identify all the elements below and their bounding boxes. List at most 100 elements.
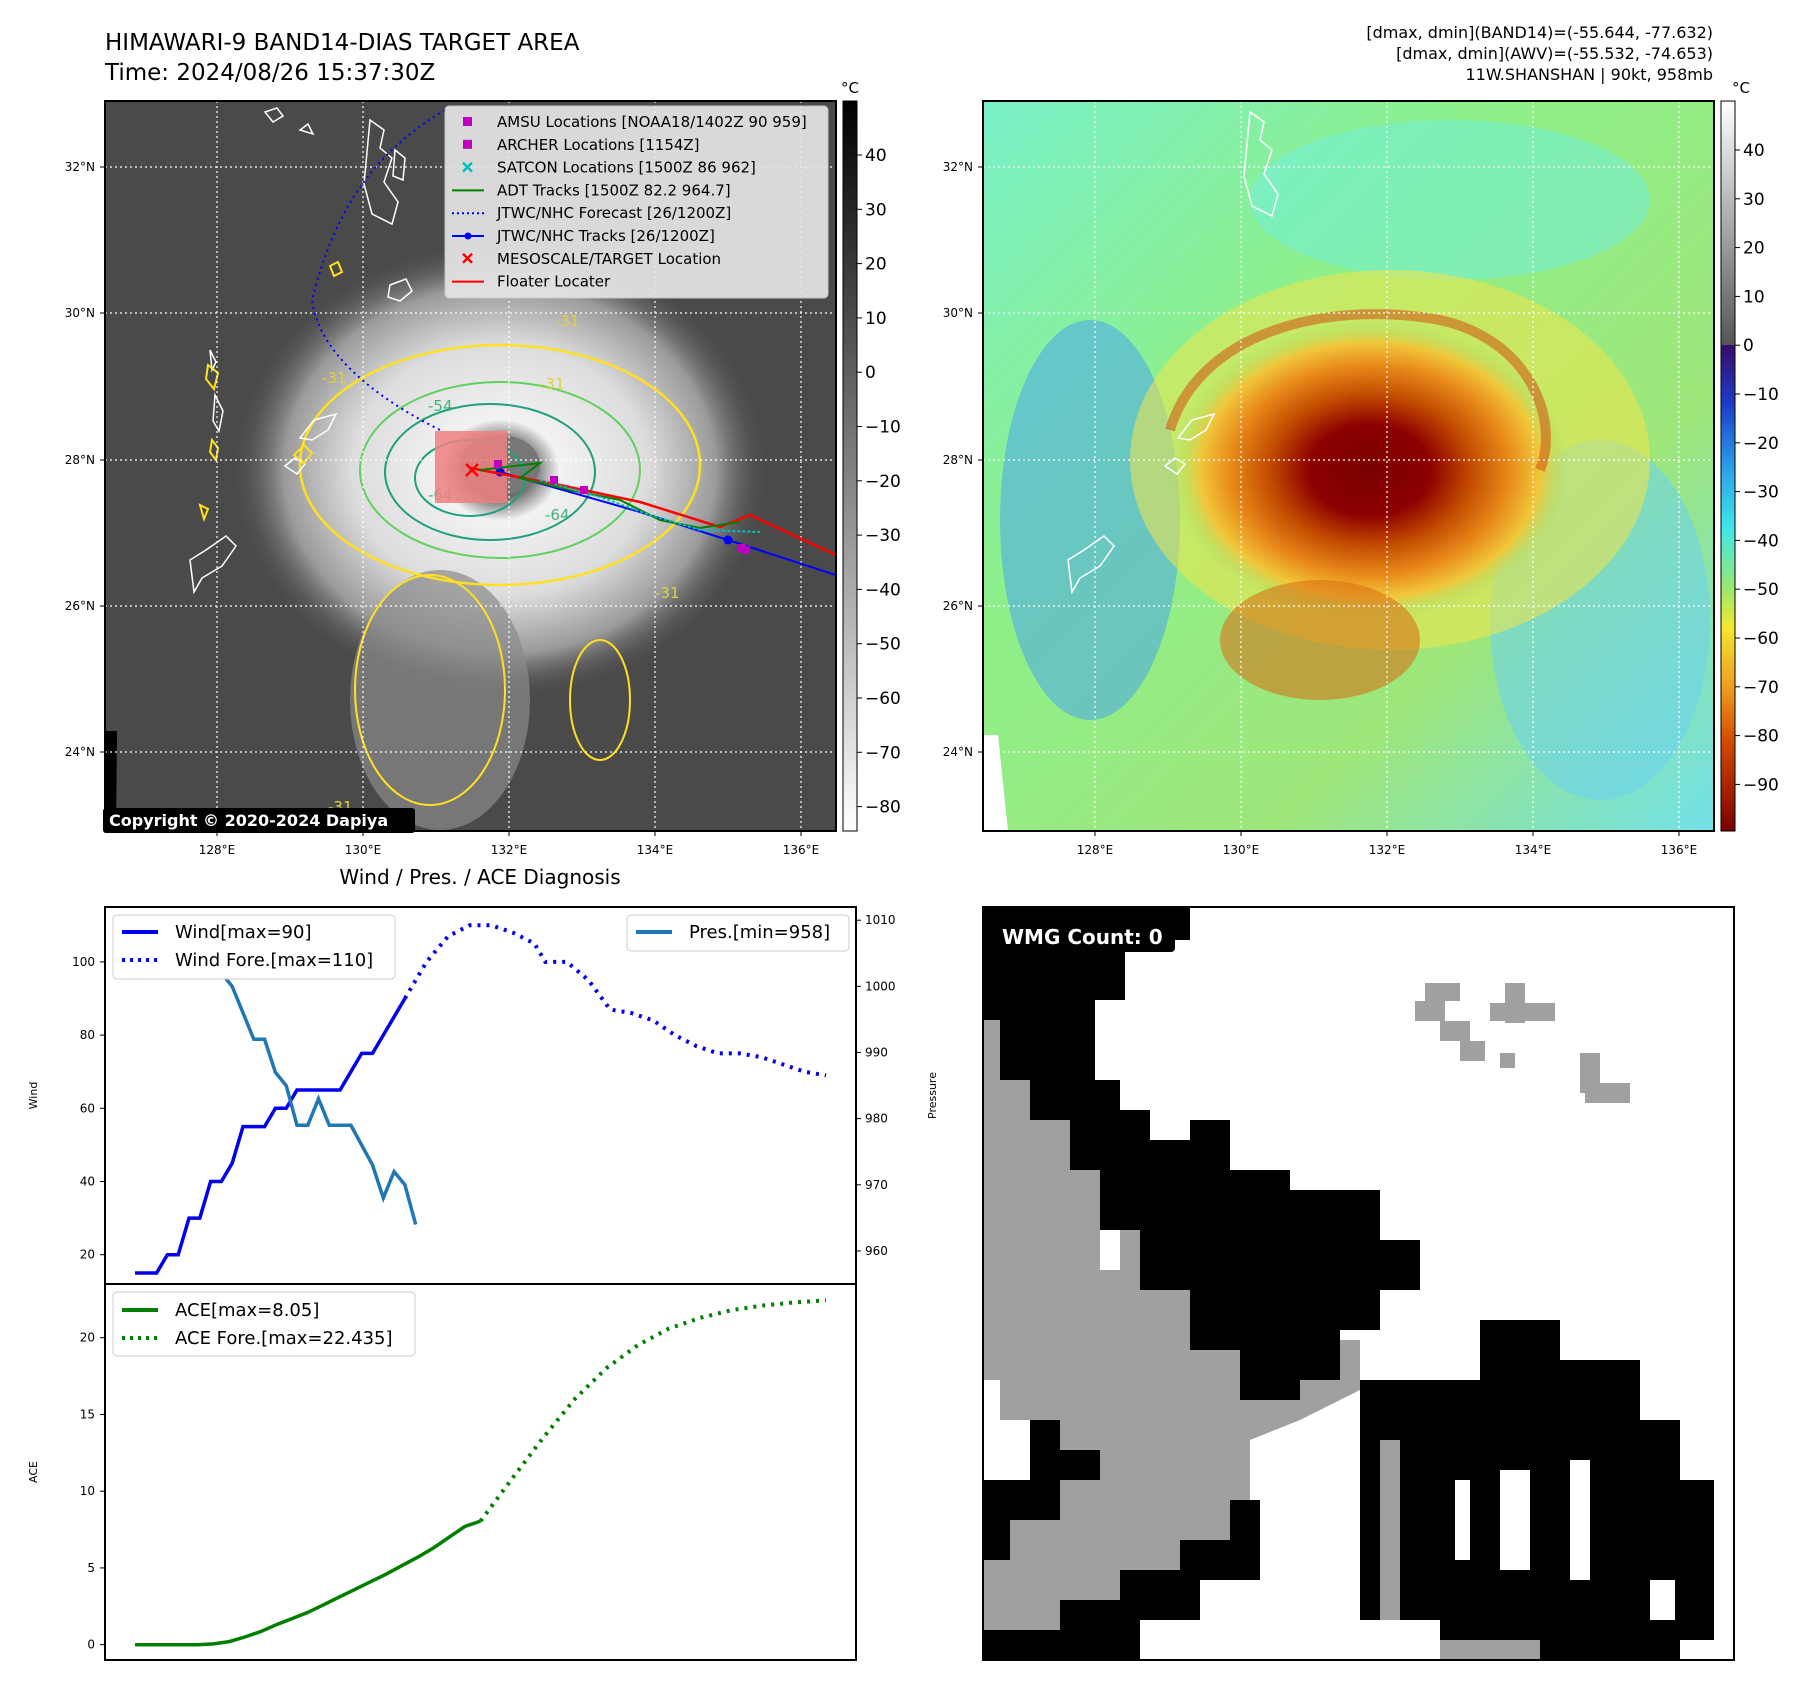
contour-label: -31 <box>540 375 565 393</box>
amsu-archer-markers <box>494 460 750 554</box>
legend-label: Pres.[min=958] <box>689 922 830 943</box>
awv-colorbar-bottom <box>1721 345 1735 831</box>
legend-entry: SATCON Locations [1500Z 86 962] <box>462 159 756 177</box>
y-tick-label: 0 <box>87 1638 95 1652</box>
wmg-panel: WMG Count: 0 <box>982 906 1735 1661</box>
legend-entry: ADT Tracks [1500Z 82.2 964.7] <box>452 181 731 199</box>
y-axis-label: Wind <box>27 1082 40 1110</box>
legend-label: ACE Fore.[max=22.435] <box>175 1328 393 1349</box>
colorbar-tick-label: −80 <box>865 798 901 818</box>
legend-label: Floater Locater <box>497 273 611 291</box>
legend-entry: MESOSCALE/TARGET Location <box>462 250 721 268</box>
y-tick-label: 100 <box>72 955 95 969</box>
series-line-1 <box>478 1298 827 1523</box>
legend-label: JTWC/NHC Forecast [26/1200Z] <box>496 204 731 222</box>
legend-label: MESOSCALE/TARGET Location <box>497 250 721 268</box>
y-tick-label: 10 <box>80 1484 95 1498</box>
awv-storm-core <box>1170 320 1570 620</box>
awv-colorbar-top <box>1721 101 1735 345</box>
contour-label: -54 <box>428 397 453 415</box>
awv-gridlines <box>983 101 1714 831</box>
colorbar-tick-label: 0 <box>865 363 876 383</box>
legend-entry: JTWC/NHC Tracks [26/1200Z] <box>452 227 715 245</box>
colorbar-tick-label: 0 <box>1743 336 1754 356</box>
lon-tick-label: 130°E <box>345 843 382 857</box>
colorbar-tick-label: 30 <box>1743 190 1765 210</box>
wmg-gray-regions <box>983 983 1630 1660</box>
ir-nodata-wedge <box>105 731 117 831</box>
wmg-black-regions <box>983 907 1714 1660</box>
colorbar-tick-label: −40 <box>865 580 901 600</box>
lon-tick-label: 134°E <box>1515 843 1552 857</box>
y-tick-label: 40 <box>80 1175 95 1189</box>
title-line-2: Time: 2024/08/26 15:37:30Z <box>104 60 435 86</box>
wmg-frame <box>982 906 1735 1661</box>
y-tick-label: 20 <box>80 1248 95 1262</box>
colorbar-tick-label: 10 <box>865 309 887 329</box>
legend-label: AMSU Locations [NOAA18/1402Z 90 959] <box>497 113 807 131</box>
ir-legend: AMSU Locations [NOAA18/1402Z 90 959] ARCH… <box>444 105 829 299</box>
ace-legend: ACE[max=8.05] ACE Fore.[max=22.435] <box>112 1291 416 1357</box>
lon-tick-label: 128°E <box>199 843 236 857</box>
colorbar-tick-label: 40 <box>865 146 887 166</box>
lon-tick-label: 130°E <box>1223 843 1260 857</box>
legend-x-marker <box>462 161 473 173</box>
lat-tick-label: 32°N <box>943 160 973 174</box>
colorbar-tick-label: 20 <box>865 255 887 275</box>
ir-contour-54 <box>359 381 641 559</box>
legend-label: JTWC/NHC Tracks [26/1200Z] <box>496 227 715 245</box>
lat-tick-label: 32°N <box>65 160 95 174</box>
legend-entry: ARCHER Locations [1154Z] <box>463 136 700 154</box>
lat-tick-label: 24°N <box>65 745 95 759</box>
y-tick-label: 60 <box>80 1101 95 1115</box>
y-right-tick-label: 980 <box>865 1112 888 1126</box>
legend-entry: AMSU Locations [NOAA18/1402Z 90 959] <box>463 113 807 131</box>
legend-x-marker <box>462 252 473 264</box>
ir-contour-south <box>354 574 506 806</box>
legend-label: ADT Tracks [1500Z 82.2 964.7] <box>497 181 731 199</box>
ir-map-panel: -31 -31 -54 -64 -64 -31 -31 -31 <box>65 79 901 857</box>
colorbar-tick-label: −60 <box>865 689 901 709</box>
copyright-box <box>103 808 415 833</box>
lon-tick-label: 136°E <box>783 843 820 857</box>
contour-label: -31 <box>555 312 580 330</box>
colorbar-tick-label: −50 <box>1743 580 1779 600</box>
info-line-2: [dmax, dmin](AWV)=(-55.532, -74.653) <box>1396 44 1713 63</box>
wmg-count-box <box>995 920 1175 952</box>
ir-map-frame <box>104 100 837 832</box>
legend-square-marker <box>463 139 472 149</box>
ir-contour-64 <box>384 403 596 541</box>
colorbar-tick-label: 20 <box>1743 239 1765 259</box>
ir-coastline <box>189 107 413 595</box>
colorbar-tick-label: −50 <box>865 635 901 655</box>
awv-colorbar-unit: °C <box>1732 79 1750 97</box>
colorbar-tick-label: −90 <box>1743 775 1779 795</box>
ir-contour-east <box>569 639 631 761</box>
awv-spiral-band <box>1165 309 1551 472</box>
y-tick-label: 80 <box>80 1028 95 1042</box>
legend-entry: Floater Locater <box>452 273 611 291</box>
y-axis-label: ACE <box>27 1461 40 1483</box>
legend-label: Wind[max=90] <box>175 922 312 943</box>
series-line-0 <box>135 1519 482 1647</box>
legend-label: ACE[max=8.05] <box>175 1300 319 1321</box>
lat-tick-label: 30°N <box>65 306 95 320</box>
y-right-tick-label: 970 <box>865 1178 888 1192</box>
y-right-tick-label: 1010 <box>865 913 896 927</box>
colorbar-tick-label: −30 <box>1743 483 1779 503</box>
colorbar-tick-label: −60 <box>1743 629 1779 649</box>
legend-label: SATCON Locations [1500Z 86 962] <box>497 159 756 177</box>
lat-tick-label: 28°N <box>943 453 973 467</box>
lat-tick-label: 26°N <box>943 599 973 613</box>
y-right-tick-label: 960 <box>865 1244 888 1258</box>
y-right-axis-label: Pressure <box>926 1072 939 1119</box>
ir-colorbar-unit: °C <box>841 79 859 97</box>
series-line-0 <box>135 997 407 1275</box>
ir-colorbar <box>842 100 858 832</box>
awv-colorbar-frame <box>1720 100 1736 832</box>
awv-rainband-south <box>1220 580 1420 700</box>
colorbar-tick-label: −20 <box>865 472 901 492</box>
wmg-count-label: WMG Count: 0 <box>1002 925 1163 949</box>
awv-coastline <box>1067 110 1279 595</box>
lon-tick-label: 132°E <box>1369 843 1406 857</box>
